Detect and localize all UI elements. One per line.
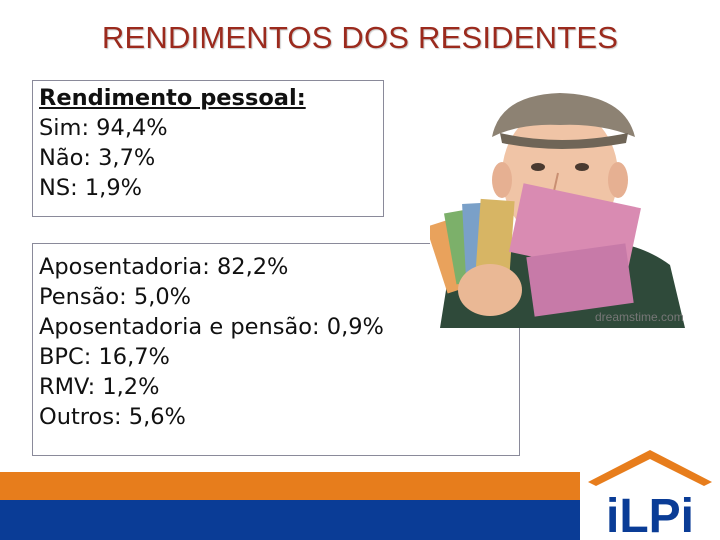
income-source-pension: Pensão: 5,0% <box>39 284 192 310</box>
personal-income-no: Não: 3,7% <box>39 145 156 171</box>
slide-title: RENDIMENTOS DOS RESIDENTES <box>101 20 619 55</box>
footer-orange-band <box>0 472 580 500</box>
income-source-rmv: RMV: 1,2% <box>39 374 160 400</box>
personal-income-yes: Sim: 94,4% <box>39 115 168 141</box>
elderly-man-with-money-photo: dreamstime.com <box>430 75 690 328</box>
income-source-others: Outros: 5,6% <box>39 404 186 430</box>
logo-text: iLPi <box>606 490 694 540</box>
income-source-retirement-and-pension: Aposentadoria e pensão: 0,9% <box>39 314 384 340</box>
photo-watermark: dreamstime.com <box>595 310 684 324</box>
personal-income-heading: Rendimento pessoal: <box>39 85 306 111</box>
footer-blue-band <box>0 500 580 540</box>
personal-income-ns: NS: 1,9% <box>39 175 143 201</box>
income-source-bpc: BPC: 16,7% <box>39 344 170 370</box>
ilpi-logo: iLPi <box>580 446 720 540</box>
income-source-retirement: Aposentadoria: 82,2% <box>39 254 289 280</box>
logo-roof-icon <box>588 450 712 486</box>
personal-income-box: Rendimento pessoal: Sim: 94,4% Não: 3,7%… <box>32 80 384 217</box>
